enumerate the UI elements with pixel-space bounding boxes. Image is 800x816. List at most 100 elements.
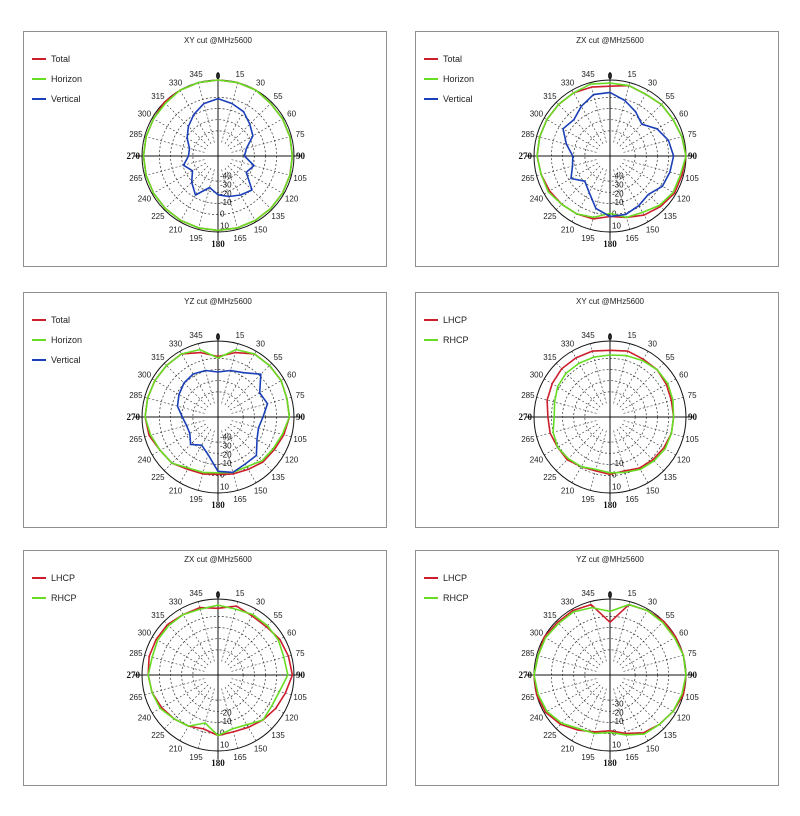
angle-label: 120 — [285, 456, 299, 465]
polar-chart-xy-cp: XY cut @MHz5600 0 15 30 55 60 75 90 105 120 135 150… — [415, 292, 779, 528]
angle-label: 315 — [151, 353, 165, 362]
legend-label: LHCP — [443, 573, 467, 583]
angle-label: 165 — [233, 234, 247, 243]
angle-label: 30 — [256, 597, 265, 606]
radial-label: -30 — [612, 180, 624, 189]
angle-label: 330 — [561, 597, 575, 606]
grid-spoke — [198, 688, 215, 749]
angle-label: 75 — [296, 391, 305, 400]
radial-label: -20 — [612, 189, 624, 198]
legend-label: Total — [51, 54, 70, 64]
series-line-lhcp — [533, 603, 687, 735]
grid-spoke — [144, 397, 205, 414]
grid-spoke — [623, 678, 684, 695]
grid-spoke — [544, 636, 599, 669]
grid-spoke — [164, 363, 209, 408]
angle-label: 60 — [287, 629, 296, 638]
polar-chart-yz-dual: YZ cut @MHz5600 0 15 30 55 60 75 90 105 120 135 150… — [23, 292, 387, 528]
angle-label: 165 — [625, 753, 639, 762]
angle-label: 150 — [254, 745, 268, 754]
angle-label: 180 — [603, 758, 617, 768]
series-line-rhcp — [147, 604, 289, 737]
angle-label: 285 — [521, 391, 535, 400]
angle-label: 120 — [677, 195, 691, 204]
angle-label: 30 — [648, 339, 657, 348]
grid-spoke — [179, 686, 212, 741]
angle-label: 150 — [646, 487, 660, 496]
angle-label: 315 — [151, 611, 165, 620]
angle-label: 285 — [129, 130, 143, 139]
angle-label: 55 — [666, 353, 675, 362]
angle-label: 150 — [254, 226, 268, 235]
grid-spoke — [556, 102, 601, 147]
legend-label: Horizon — [51, 74, 82, 84]
angle-label: 180 — [603, 239, 617, 249]
angle-label: 195 — [189, 495, 203, 504]
grid-spoke — [619, 426, 664, 471]
angle-label: 105 — [293, 435, 307, 444]
angle-label: 90 — [296, 670, 306, 680]
grid-spoke — [556, 684, 601, 729]
angle-label: 165 — [233, 495, 247, 504]
angle-label: 90 — [296, 151, 306, 161]
angle-label: 225 — [151, 212, 165, 221]
polar-svg: YZ cut @MHz5600 0 15 30 55 60 75 90 105 120135150… — [424, 555, 699, 768]
radial-label: 10 — [612, 741, 621, 750]
radial-label: -10 — [220, 198, 232, 207]
legend-label: Total — [51, 315, 70, 325]
grid-spoke — [164, 102, 209, 147]
polar-chart-yz-cp: YZ cut @MHz5600 0 15 30 55 60 75 90 105 120 135 150… — [415, 550, 779, 786]
angle-label: 210 — [561, 226, 575, 235]
grid-spoke — [590, 430, 607, 491]
angle-label: 225 — [543, 473, 557, 482]
series-line-horizon — [142, 79, 294, 232]
angle-label: 105 — [293, 693, 307, 702]
angle-label: 55 — [274, 92, 283, 101]
grid-spoke — [164, 165, 209, 210]
angle-label: 120 — [285, 195, 299, 204]
angle-label: 195 — [189, 234, 203, 243]
chart-title: YZ cut @MHz5600 — [184, 297, 252, 306]
radial-label: 10 — [220, 222, 229, 231]
angle-label: 90 — [296, 412, 306, 422]
radial-label: -30 — [220, 180, 232, 189]
angle-label: 0 — [608, 590, 613, 600]
series-line-vertical — [562, 91, 675, 218]
radial-label: -20 — [612, 708, 624, 717]
angle-label: 270 — [519, 151, 533, 161]
grid-spoke — [164, 621, 209, 666]
radial-label: -40 — [220, 432, 232, 441]
grid-spoke — [152, 117, 207, 150]
angle-label: 240 — [138, 456, 152, 465]
angle-label: 285 — [129, 649, 143, 658]
legend-label: RHCP — [443, 335, 469, 345]
angle-label: 0 — [216, 71, 221, 81]
angle-label: 15 — [236, 331, 245, 340]
angle-label: 75 — [688, 391, 697, 400]
angle-label: 345 — [581, 331, 595, 340]
angle-label: 15 — [628, 70, 637, 79]
angle-label: 30 — [648, 597, 657, 606]
grid-spoke — [231, 159, 292, 176]
grid-spoke — [144, 655, 205, 672]
angle-label: 105 — [685, 693, 699, 702]
angle-label: 90 — [688, 412, 698, 422]
angle-label: 30 — [256, 339, 265, 348]
angle-label: 120 — [677, 714, 691, 723]
angle-label: 135 — [663, 473, 677, 482]
angle-label: 105 — [685, 435, 699, 444]
grid-spoke — [152, 636, 207, 669]
angle-label: 270 — [127, 151, 141, 161]
angle-label: 150 — [254, 487, 268, 496]
angle-label: 265 — [129, 693, 143, 702]
angle-label: 285 — [521, 130, 535, 139]
angle-label: 135 — [271, 731, 285, 740]
angle-label: 60 — [679, 110, 688, 119]
series-line-lhcp — [546, 349, 675, 476]
angle-label: 270 — [519, 412, 533, 422]
angle-label: 120 — [285, 714, 299, 723]
grid-spoke — [536, 420, 597, 437]
angle-label: 300 — [530, 371, 544, 380]
angle-label: 345 — [581, 589, 595, 598]
grid-spoke — [144, 420, 205, 437]
